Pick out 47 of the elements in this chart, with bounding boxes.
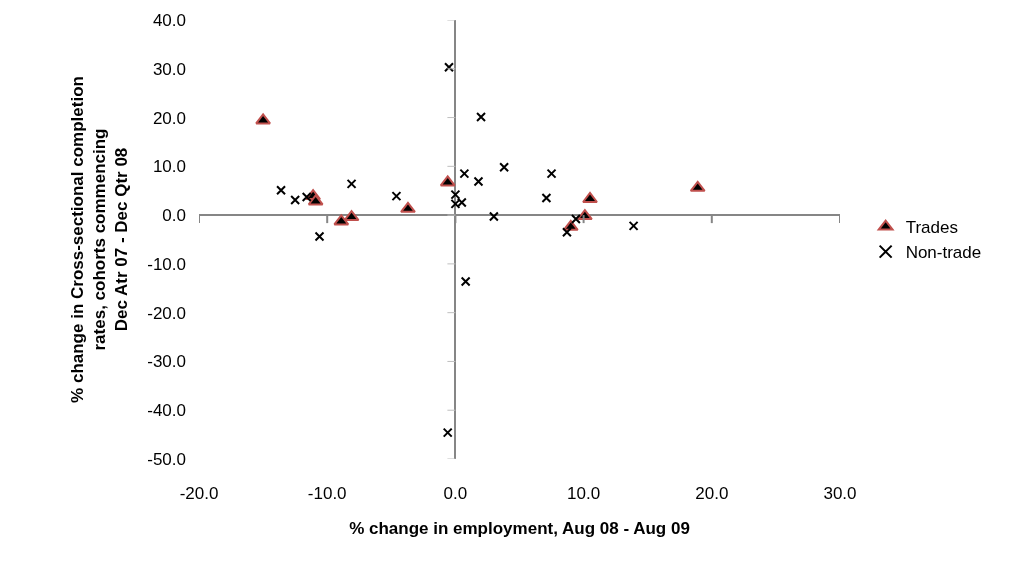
point	[346, 178, 357, 189]
point	[307, 194, 324, 206]
point	[582, 192, 598, 204]
point	[689, 180, 706, 192]
y-tick-label: -40.0	[147, 401, 186, 421]
point	[314, 231, 325, 242]
y-tick-label: 30.0	[152, 59, 186, 79]
x-tick-label: 0.0	[443, 484, 468, 503]
y-tick-label: -50.0	[147, 449, 186, 469]
point	[450, 189, 461, 200]
x-tick-label: -20.0	[179, 484, 219, 503]
point	[333, 214, 350, 226]
y-tick-label: 20.0	[152, 108, 186, 128]
x-tick-label: 10.0	[567, 484, 601, 503]
point	[255, 113, 272, 125]
x-tick-label: 30.0	[823, 484, 857, 503]
point	[460, 276, 471, 287]
point	[276, 185, 287, 196]
x-tick-label: -10.0	[307, 484, 347, 503]
y-tick-label: -10.0	[147, 254, 186, 274]
point	[290, 194, 301, 205]
y-axis-title: % change in Cross-sectional completion rates, cohorts commencing Dec Atr 07 - Dec Qtr 08	[67, 76, 131, 403]
point	[442, 427, 453, 438]
point	[499, 162, 510, 173]
y-tick-label: 40.0	[152, 10, 186, 30]
point	[488, 211, 499, 222]
point	[561, 227, 572, 238]
point	[473, 176, 484, 187]
legend-label: Non-trade	[905, 243, 982, 263]
point	[546, 168, 557, 179]
point	[391, 191, 402, 202]
y-tick-label: -30.0	[147, 352, 186, 372]
point	[459, 168, 470, 179]
point	[301, 192, 312, 203]
x-axis-title: % change in employment, Aug 08 - Aug 09	[349, 519, 690, 539]
legend-label: Trades	[905, 218, 958, 238]
point	[476, 112, 487, 123]
point	[628, 220, 639, 231]
point	[343, 210, 360, 222]
point	[400, 201, 416, 213]
x-tick-label: 20.0	[695, 484, 729, 503]
y-tick-label: 10.0	[152, 157, 186, 177]
y-tick-label: 0.0	[162, 206, 186, 226]
point	[439, 175, 456, 187]
point	[541, 193, 552, 204]
point	[443, 62, 454, 73]
y-tick-label: -20.0	[147, 303, 186, 323]
